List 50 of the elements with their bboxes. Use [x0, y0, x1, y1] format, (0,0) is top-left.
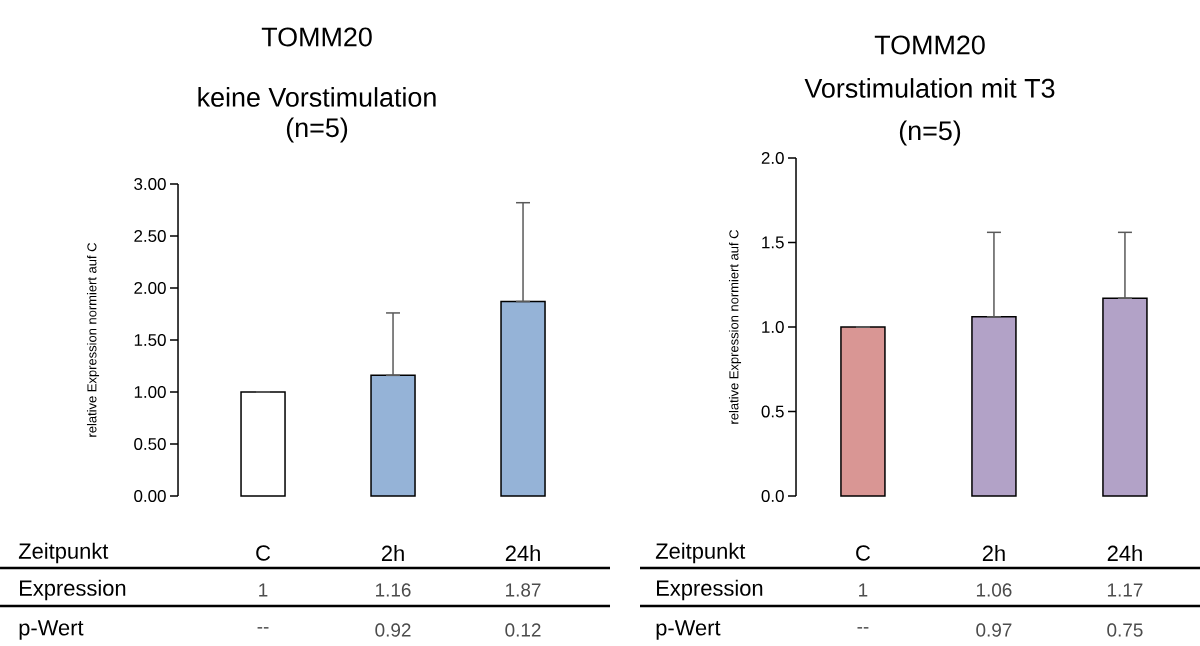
x-tick-label: 24h: [1107, 545, 1142, 561]
y-tick-label: 0.50: [134, 437, 166, 450]
data-label: 1.06: [976, 583, 1012, 597]
text: (n=5): [286, 117, 348, 143]
y-tick-label: 1.5: [762, 236, 784, 249]
x-tick-label: C: [256, 545, 271, 561]
bar: [370, 374, 416, 497]
y-tick-label: 3.00: [134, 177, 166, 190]
x-tick-label: C: [856, 545, 871, 561]
chart-title: TOMM20: [261, 27, 372, 47]
text: 0.97: [976, 623, 1012, 637]
bar: [971, 316, 1017, 497]
text: --: [857, 627, 869, 629]
text: Zeitpunkt: [655, 542, 746, 564]
y-tick-label: 1.00: [134, 385, 166, 398]
y-tick-label: 2.00: [134, 281, 166, 294]
x-tick-label: 24h: [505, 545, 540, 561]
data-label: 1.17: [1107, 583, 1143, 597]
y-tick-label: 1.50: [134, 333, 166, 346]
text: 0.75: [1107, 623, 1143, 637]
data-label: 1: [859, 583, 868, 597]
text: Expression: [20, 579, 126, 601]
y-tick-label: 2.0: [761, 151, 784, 164]
y-tick-label: 0.00: [134, 489, 166, 502]
data-label: 1: [259, 583, 268, 597]
text: (n=5): [899, 120, 961, 146]
text: 0.12: [505, 623, 541, 637]
chart-title: TOMM20: [874, 35, 985, 55]
y-axis-title: relative Expression normiert auf C: [86, 242, 100, 437]
bar: [840, 326, 886, 497]
data-label: 1.16: [376, 583, 411, 597]
y-tick-label: 2.50: [134, 229, 166, 242]
text: --: [257, 627, 269, 629]
x-tick-label: 2h: [381, 545, 404, 561]
x-tick-label: 2h: [982, 545, 1005, 561]
text: p-Wert: [656, 620, 721, 640]
text: p-Wert: [19, 620, 84, 640]
chart-subtitle: keine Vorstimulation: [198, 87, 436, 107]
y-tick-label: 0.0: [761, 489, 784, 502]
y-tick-label: 0.5: [761, 405, 784, 418]
text: Zeitpunkt: [18, 542, 109, 564]
y-tick-label: 1.0: [762, 320, 784, 333]
y-axis-title: relative Expression normiert auf C: [728, 229, 742, 424]
chart-subtitle: Vorstimulation mit T3: [804, 78, 1055, 98]
bar: [1102, 297, 1148, 497]
text: 0.92: [375, 623, 411, 637]
bar: [240, 391, 286, 497]
bar: [500, 300, 546, 497]
data-label: 1.87: [506, 583, 541, 597]
text: Expression: [657, 579, 763, 601]
